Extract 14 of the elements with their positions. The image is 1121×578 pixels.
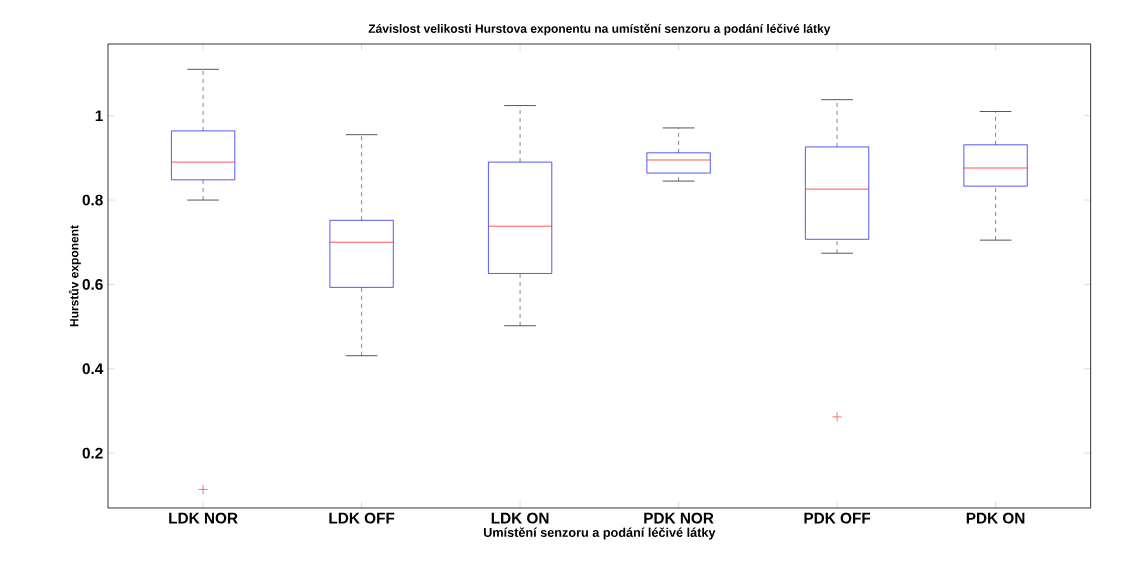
x-tick-label: LDK ON xyxy=(491,512,549,524)
y-tick-label: 0.2 xyxy=(82,447,103,459)
x-tick-label: PDK NOR xyxy=(644,512,714,524)
x-axis-title: Umístění senzoru a podání léčivé látky xyxy=(483,527,716,540)
x-tick-label: LDK NOR xyxy=(169,512,238,524)
x-tick-label: PDK ON xyxy=(966,512,1025,524)
y-tick-label: 0.6 xyxy=(82,279,103,290)
y-tick-label: 0.4 xyxy=(82,363,104,375)
x-tick-label: LDK OFF xyxy=(329,512,395,524)
x-tick-label: PDK OFF xyxy=(804,512,871,524)
y-axis-title: Hurstův exponent xyxy=(68,225,81,327)
chart-title: Závislost velikosti Hurstova exponentu na umístění senzoru a podání léčivé látky xyxy=(368,23,831,36)
y-tick-label: 0.8 xyxy=(82,194,103,206)
y-tick-label: 1 xyxy=(95,110,103,121)
